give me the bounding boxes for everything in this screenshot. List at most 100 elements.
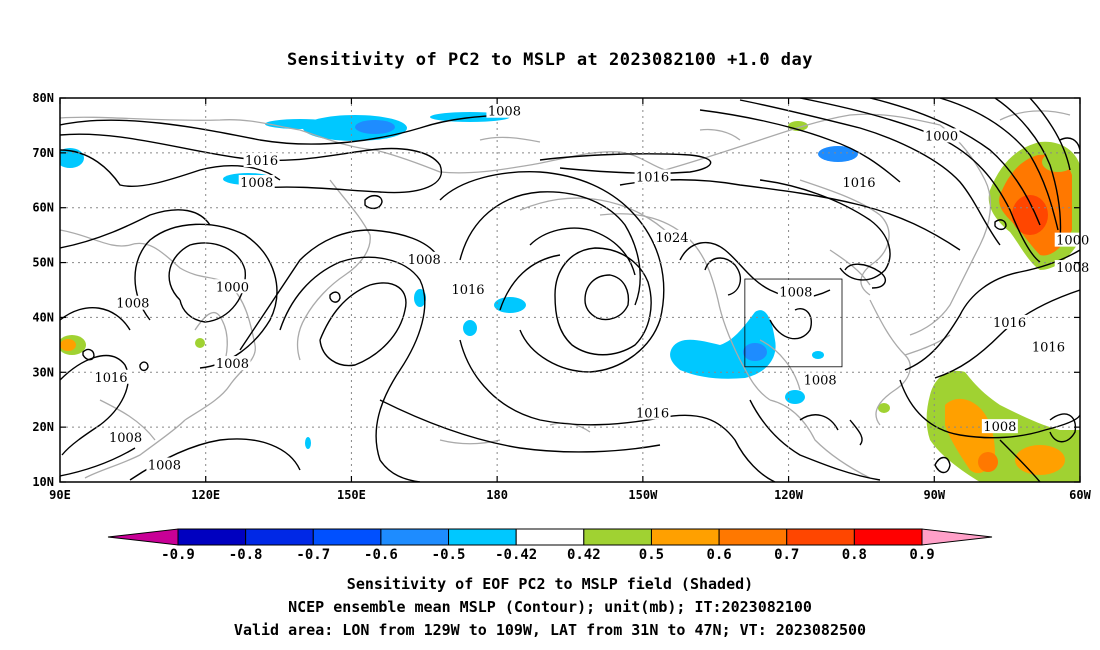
map-axes: 90E 120E 150E 180 150W 120W 90W 60W 10N 20N 30N 40N… — [32, 91, 1091, 502]
colorbar-swatch — [853, 528, 923, 546]
footer-line-1: Sensitivity of EOF PC2 to MSLP field (Sh… — [346, 575, 754, 593]
shade-neg-pac-1 — [414, 289, 426, 307]
contour-label: 1008 — [488, 105, 521, 120]
contour-label-bg — [146, 457, 183, 472]
contour-label-bg — [1054, 232, 1091, 247]
contour-label: 1024 — [655, 231, 688, 246]
contour-label-bg — [802, 372, 839, 387]
lon-tick-label: 60W — [1069, 488, 1091, 502]
contour-label: 1000 — [1056, 234, 1089, 249]
contour-label: 1016 — [636, 406, 669, 421]
lon-tick-label: 120W — [774, 488, 804, 502]
contour-label: 1008 — [240, 176, 273, 191]
lat-tick-label: 40N — [32, 310, 54, 324]
lon-tick-label: 90W — [923, 488, 945, 502]
contour-label-bg — [114, 295, 151, 310]
shade-neg-california-core — [743, 343, 767, 361]
shade-neg-california — [670, 310, 776, 379]
lat-tick-label: 70N — [32, 146, 54, 160]
contour-label-bg — [981, 419, 1018, 434]
shade-neg-pac-3 — [463, 320, 477, 336]
contour-label: 1008 — [148, 459, 181, 474]
contour-label: 1008 — [116, 297, 149, 312]
colorbar-label: 0.6 — [706, 547, 731, 563]
contour-label-bg — [923, 128, 960, 143]
contour-label-bg — [486, 103, 523, 118]
contour-label: 1008 — [408, 253, 441, 268]
footer-line-2: NCEP ensemble mean MSLP (Contour); unit(… — [288, 598, 812, 616]
map-frame — [59, 97, 1081, 483]
lon-tick-label: 90E — [49, 488, 71, 502]
lat-tick-label: 30N — [32, 365, 54, 379]
contour-label-bg — [214, 356, 251, 371]
colorbar: -0.9 -0.8 -0.7 -0.6 -0.5 -0.42 0.42 0.5 0.6 0.7 0.… — [107, 528, 993, 563]
colorbar-label: -0.9 — [161, 547, 195, 563]
shade-neg-canada — [818, 146, 858, 162]
contour-label-bg — [238, 175, 275, 190]
colorbar-high-end — [921, 528, 993, 546]
lat-tick-label: 20N — [32, 420, 54, 434]
colorbar-label: 0.7 — [774, 547, 799, 563]
contour-label: 1008 — [804, 374, 837, 389]
colorbar-low-end — [107, 528, 179, 546]
colorbar-label: -0.5 — [432, 547, 466, 563]
contour-label-bg — [107, 430, 144, 445]
contour-label-bg — [93, 369, 129, 384]
shade-neg-arctic-2 — [265, 119, 335, 129]
shade-pos-atlantic-core — [1012, 195, 1048, 235]
lon-tick-label: 120E — [191, 488, 220, 502]
lat-tick-label: 50N — [32, 256, 54, 270]
colorbar-swatch — [718, 528, 788, 546]
contour-label: 1000 — [925, 129, 958, 144]
contour-label-bg — [654, 229, 690, 244]
contour-label: 1008 — [216, 357, 249, 372]
valid-area-box — [744, 278, 843, 368]
lon-tick-label: 180 — [486, 488, 508, 502]
contour-label: 1016 — [245, 154, 278, 169]
shade-pos-caribbean-core — [978, 452, 998, 472]
colorbar-swatch — [177, 528, 247, 546]
shade-neg-pac-2 — [494, 297, 526, 313]
contour-label-bg — [777, 284, 814, 299]
contour-label: 1008 — [983, 420, 1016, 435]
contour-label-bg — [1030, 339, 1067, 354]
contour-label: 1016 — [1032, 341, 1065, 356]
contour-label-bg — [634, 405, 671, 420]
footer-line-3: Valid area: LON from 129W to 109W, LAT f… — [233, 621, 867, 639]
contour-label-bg — [634, 169, 671, 184]
contour-label: 1016 — [94, 371, 127, 386]
colorbar-swatch — [583, 528, 652, 546]
colorbar-label: 0.8 — [842, 547, 867, 563]
shade-pos-china — [195, 338, 205, 348]
coastlines — [60, 110, 1071, 479]
colorbar-label: -0.8 — [229, 547, 263, 563]
contour-label-bg — [1054, 260, 1091, 275]
shade-pos-west-core — [60, 339, 76, 351]
contour-label-bg — [214, 279, 251, 294]
contour-labels: 1008 1016 1008 1000 1016 1016 1024 1008 1000 1016… — [93, 103, 1091, 474]
colorbar-label: -0.6 — [364, 547, 398, 563]
colorbar-swatch — [448, 528, 517, 546]
shade-neg-arctic-1-core — [355, 120, 395, 134]
map-title: Sensitivity of PC2 to MSLP at 2023082100… — [286, 50, 813, 70]
shade-neg-baja — [785, 390, 805, 404]
shade-pos-mexico-green — [878, 403, 890, 413]
contour-label-bg — [450, 282, 486, 296]
contour-label: 1016 — [993, 316, 1026, 331]
contour-label: 1016 — [636, 171, 669, 186]
colorbar-swatch — [515, 528, 585, 546]
colorbar-label: 0.5 — [639, 547, 664, 563]
contour-label-bg — [243, 153, 280, 168]
mslp-contours — [60, 98, 1080, 482]
colorbar-label: -0.42 — [495, 547, 537, 563]
contour-label: 1016 — [842, 176, 875, 191]
contour-label: 1016 — [451, 283, 484, 298]
lon-tick-label: 150W — [628, 488, 658, 502]
contour-label-bg — [841, 175, 877, 190]
colorbar-swatch — [786, 528, 855, 546]
contour-label: 1000 — [216, 280, 249, 295]
lat-tick-label: 60N — [32, 201, 54, 215]
colorbar-swatch — [245, 528, 314, 546]
colorbar-label: 0.42 — [567, 547, 601, 563]
